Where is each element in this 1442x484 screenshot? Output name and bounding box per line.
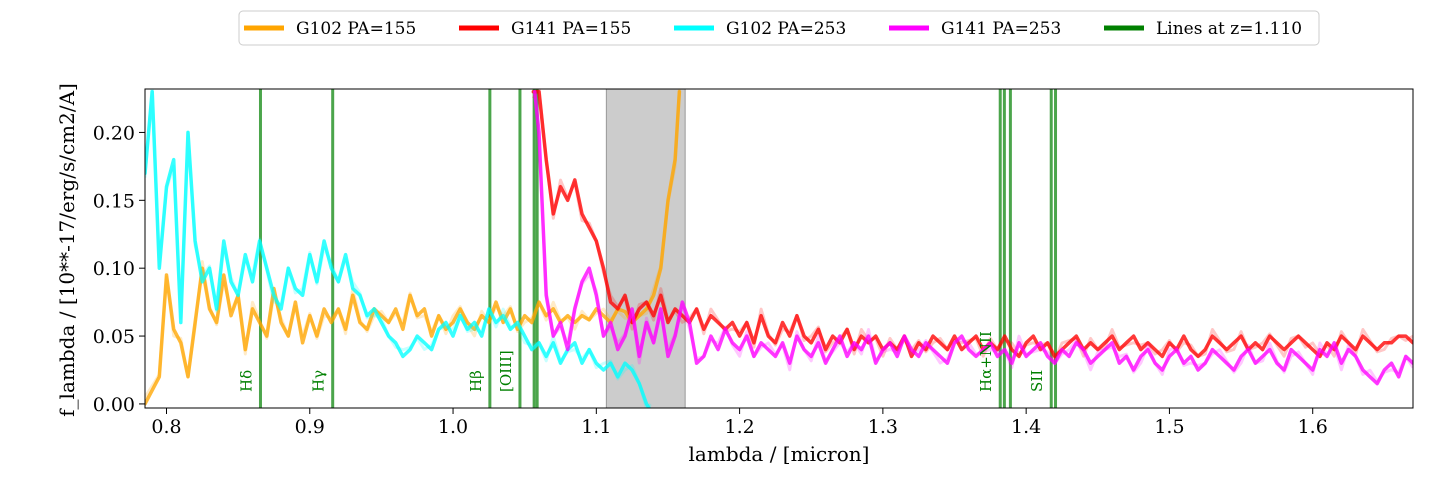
x-tick-label: 1.4 xyxy=(1011,416,1041,438)
x-tick-label: 1.5 xyxy=(1154,416,1184,438)
masked-region xyxy=(605,89,686,408)
axes-layer: 0.8 0.9 1.0 1.1 1.2 1.3 1.4 1.5 1.6 0.00 0.05 0.10 0… xyxy=(93,122,1328,438)
emission-line-label: Hα+NII xyxy=(977,331,995,392)
legend-label: G141 PA=155 xyxy=(511,19,631,39)
x-tick-label: 1.6 xyxy=(1298,416,1328,438)
y-tick-label: 0.15 xyxy=(93,190,135,212)
legend-label: Lines at z=1.110 xyxy=(1156,19,1302,39)
legend-label: G141 PA=253 xyxy=(941,19,1061,39)
series-line xyxy=(532,89,1413,386)
legend-box xyxy=(238,10,1320,46)
emission-line-label: [OIII] xyxy=(497,350,515,392)
emission-line-label: Hδ xyxy=(237,370,255,392)
series-line xyxy=(145,89,652,408)
y-tick-label: 0.10 xyxy=(93,258,135,280)
emission-line-label: Hβ xyxy=(467,370,485,392)
y-axis-label: f_lambda / [10**-17/erg/s/cm2/A] xyxy=(55,83,79,417)
y-tick-label: 0.05 xyxy=(93,326,135,348)
emission-line-label: Hγ xyxy=(310,370,328,392)
x-tick-label: 1.3 xyxy=(868,416,898,438)
x-tick-label: 0.8 xyxy=(151,416,181,438)
series-layer xyxy=(145,89,1413,408)
shaded-region-layer xyxy=(605,89,686,408)
x-tick-label: 0.9 xyxy=(295,416,325,438)
x-tick-label: 1.2 xyxy=(724,416,754,438)
plot-frame xyxy=(144,88,1414,409)
y-tick-label: 0.00 xyxy=(93,394,135,416)
x-tick-label: 1.1 xyxy=(581,416,611,438)
legend-label: G102 PA=155 xyxy=(296,19,416,39)
emission-lines-layer xyxy=(258,89,1058,408)
legend-label: G102 PA=253 xyxy=(726,19,846,39)
legend: G102 PA=155 G141 PA=155 G102 PA=253 G141 PA… xyxy=(238,10,1320,46)
emission-line-label: SII xyxy=(1028,370,1046,392)
emission-line-labels-layer: Hδ Hγ Hβ [OIII] Hα+NII SII xyxy=(237,331,1046,392)
series-line xyxy=(145,89,682,406)
x-axis-label: lambda / [micron] xyxy=(689,442,870,466)
series-raw-trace xyxy=(145,89,652,408)
y-tick-label: 0.20 xyxy=(93,122,135,144)
x-tick-label: 1.0 xyxy=(438,416,468,438)
